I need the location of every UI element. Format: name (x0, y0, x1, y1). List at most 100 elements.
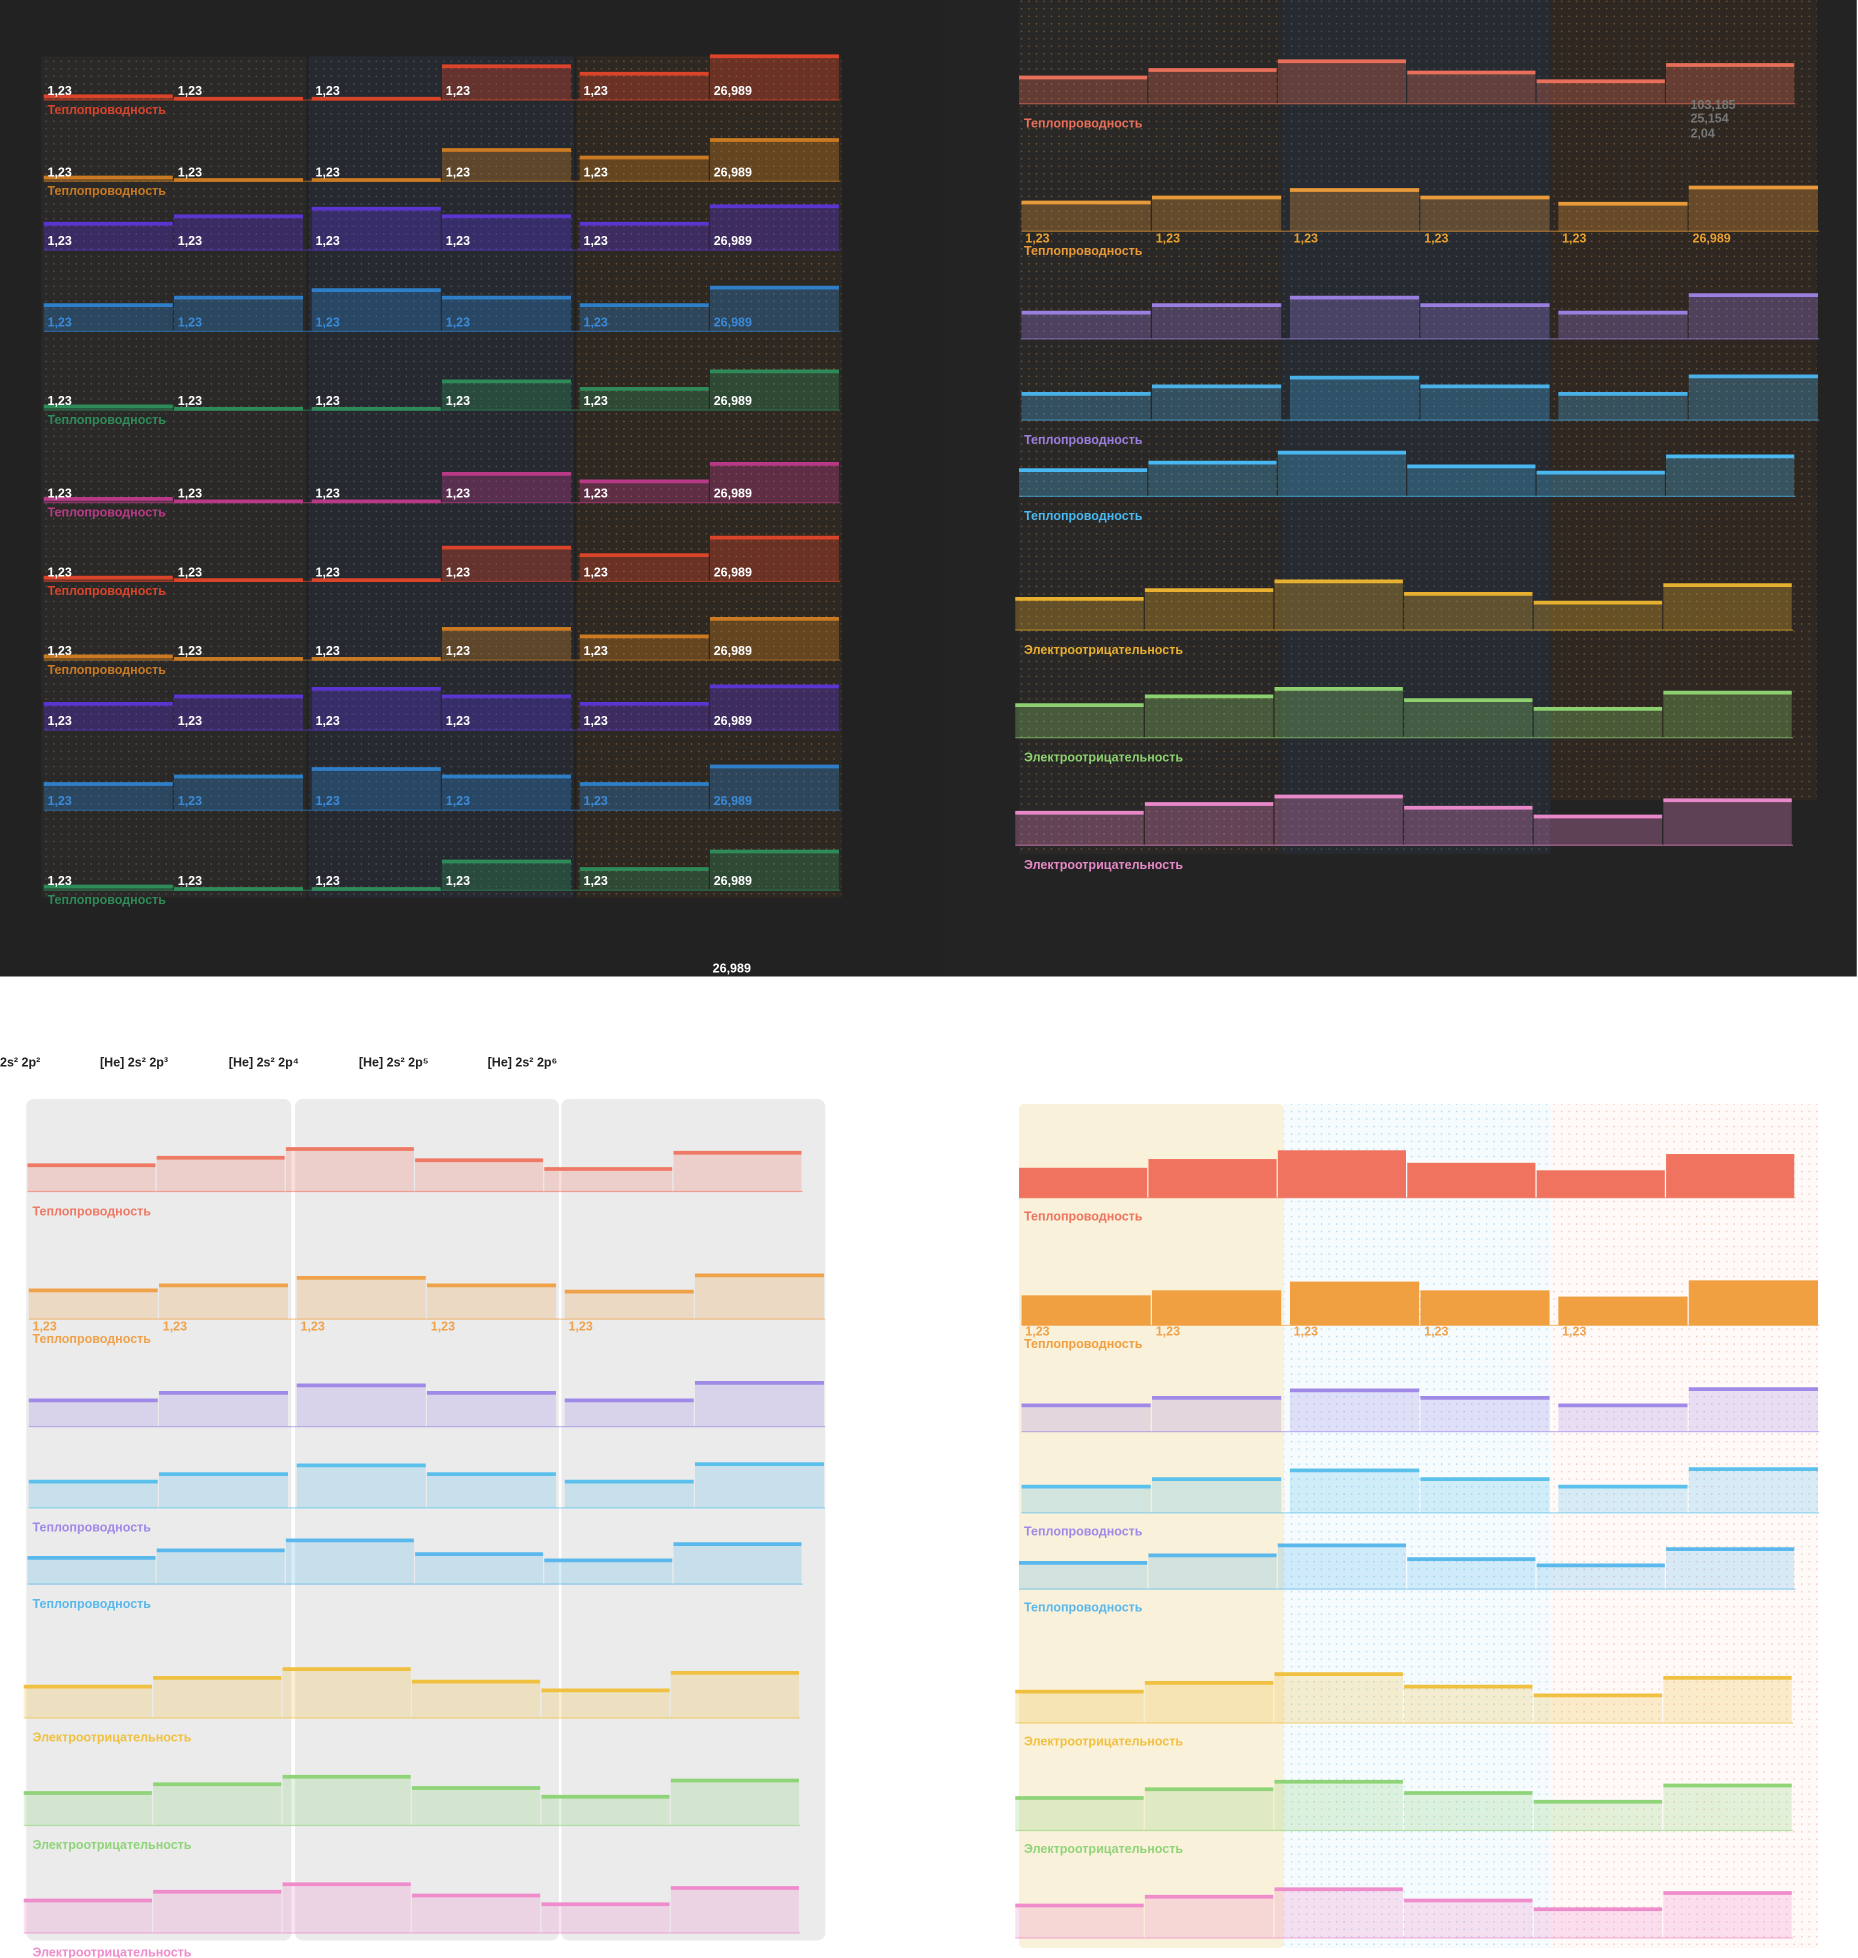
step-area (579, 387, 709, 411)
value-label: 1,23 (178, 84, 202, 98)
row-title: Теплопроводность (48, 893, 167, 907)
step-area (1019, 76, 1148, 104)
note: 25,154 (1690, 112, 1728, 126)
column-bg (561, 1099, 826, 1941)
value-label: 1,23 (48, 487, 72, 501)
row-title: Теплопроводность (48, 413, 167, 427)
step-area (441, 860, 571, 891)
step-area (709, 286, 839, 332)
step-area (1558, 1485, 1688, 1513)
step-area (174, 296, 303, 332)
value-label: 1,23 (583, 874, 607, 888)
row-title: Теплопроводность (1024, 1337, 1143, 1351)
step-area (1289, 1281, 1420, 1326)
step-area (23, 1899, 152, 1933)
column-dots (1281, 0, 1551, 854)
header-label: 2s² 2p² (0, 1056, 40, 1070)
step-area (541, 1795, 670, 1826)
step-area (27, 1164, 156, 1192)
column-dots (308, 56, 574, 898)
step-area (28, 1480, 158, 1508)
value-label: 1,23 (1562, 1324, 1586, 1338)
header-label: [He] 2s² 2p⁴ (229, 1056, 299, 1070)
value-label: 1,23 (178, 394, 202, 408)
step-area (1144, 1895, 1274, 1938)
value-label: 1,23 (178, 874, 202, 888)
step-area (441, 296, 571, 332)
step-area (411, 1894, 541, 1933)
step-area (1277, 1150, 1407, 1198)
value-label: 1,23 (446, 487, 470, 501)
value-label: 1,23 (48, 315, 72, 329)
step-area (1688, 186, 1818, 232)
step-area (709, 370, 839, 411)
value-label: 1,23 (1156, 232, 1180, 246)
step-area (1151, 385, 1282, 421)
step-area (1533, 1800, 1663, 1831)
step-area (1533, 707, 1663, 738)
step-area (564, 1480, 694, 1508)
step-area (673, 1542, 802, 1585)
step-area (1420, 196, 1550, 232)
value-label: 1,23 (446, 394, 470, 408)
step-area (1420, 1477, 1550, 1513)
step-area (174, 775, 303, 811)
value-label: 1,23 (446, 315, 470, 329)
value-label: 1,23 (316, 84, 340, 98)
step-area (156, 1549, 285, 1585)
row-title: Теплопроводность (48, 103, 167, 117)
value-label: 1,23 (1025, 232, 1049, 246)
step-area (1274, 1672, 1403, 1723)
step-area (1404, 698, 1533, 738)
step-area (285, 1147, 414, 1192)
row-title: Теплопроводность (1024, 1601, 1143, 1615)
value-label: 1,23 (300, 1319, 324, 1333)
value-label: 1,23 (178, 714, 202, 728)
row-title: Теплопроводность (48, 184, 167, 198)
step-area (1274, 1887, 1403, 1938)
row-title: Электроотрицательность (1024, 750, 1183, 764)
row-title: Электроотрицательность (33, 1946, 192, 1958)
step-area (411, 1680, 541, 1718)
row-title: Теплопроводность (48, 584, 167, 598)
value-label: 1,23 (178, 565, 202, 579)
step-area (296, 1464, 426, 1508)
step-area (1688, 375, 1818, 421)
row-title: Теплопроводность (1024, 244, 1143, 258)
value-label: 1,23 (583, 84, 607, 98)
step-area (27, 1556, 156, 1585)
step-area (1274, 580, 1403, 631)
row-title: Электроотрицательность (33, 1838, 192, 1852)
value-label: 26,989 (714, 234, 752, 248)
value-label: 1,23 (583, 315, 607, 329)
column-bg (1284, 1104, 1551, 1948)
column-dots (1550, 0, 1817, 801)
value-label: 1,23 (1424, 1324, 1448, 1338)
step-area (1558, 1296, 1688, 1326)
step-area (1407, 1162, 1536, 1198)
value-label: 1,23 (316, 644, 340, 658)
note: 2,04 (1690, 127, 1714, 141)
value-label: 1,23 (48, 644, 72, 658)
note: 26,989 (713, 962, 751, 976)
header-label: [He] 2s² 2p⁶ (488, 1056, 558, 1070)
row-title: Теплопроводность (48, 663, 167, 677)
value-label: 1,23 (446, 165, 470, 179)
row-title: Теплопроводность (33, 1332, 152, 1346)
step-area (43, 702, 173, 731)
step-area (1021, 1485, 1151, 1513)
value-label: 1,23 (1562, 232, 1586, 246)
step-area (1688, 1280, 1818, 1326)
step-area (441, 546, 571, 582)
step-area (1019, 1167, 1148, 1198)
value-label: 1,23 (1294, 1324, 1318, 1338)
step-area (709, 205, 839, 251)
column-dots (1019, 0, 1282, 854)
step-area (694, 1381, 824, 1427)
step-area (1558, 392, 1688, 421)
value-label: 1,23 (178, 794, 202, 808)
step-area (1289, 188, 1420, 232)
step-area (1407, 71, 1536, 104)
column-dots (576, 56, 842, 898)
step-area (426, 1472, 556, 1508)
